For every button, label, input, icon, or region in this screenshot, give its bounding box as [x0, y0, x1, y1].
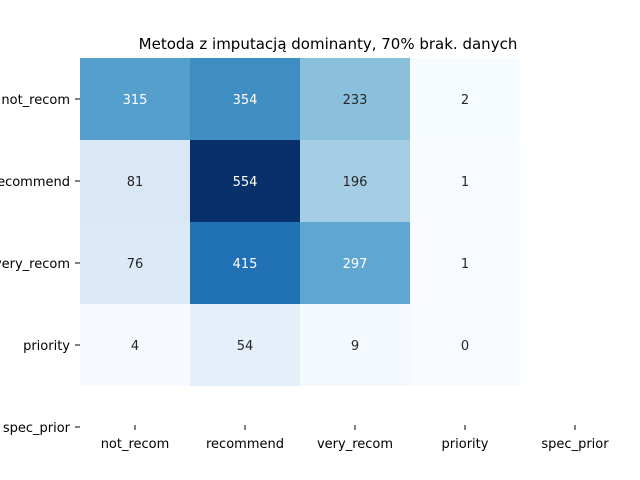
heatmap-cell-r2-c3 — [410, 222, 520, 304]
heatmap-cell-r0-c0 — [80, 58, 190, 140]
cell-value-label: 76 — [127, 257, 144, 272]
x-tick-label: spec_prior — [541, 437, 609, 452]
cell-value-label: 354 — [233, 93, 258, 108]
heatmap-cell-r1-c3 — [410, 140, 520, 222]
cell-value-label: 2 — [461, 93, 469, 108]
x-tick-label: not_recom — [101, 437, 170, 452]
cell-value-label: 1 — [461, 175, 469, 190]
x-axis: not_recom recommend very_recom priority spec… — [101, 425, 609, 452]
heatmap-cell-r3-c1 — [190, 304, 300, 386]
heatmap-cell-r1-c1 — [190, 140, 300, 222]
y-tick-label: not_recom — [1, 93, 70, 108]
cell-value-label: 415 — [233, 257, 258, 272]
heatmap-cell-r2-c0 — [80, 222, 190, 304]
heatmap-cell-r0-c2 — [300, 58, 410, 140]
heatmap-cell-r3-c0 — [80, 304, 190, 386]
cell-value-label: 1 — [461, 257, 469, 272]
y-tick-label: very_recom — [0, 257, 70, 272]
cell-value-label: 315 — [123, 93, 148, 108]
cell-value-label: 554 — [233, 175, 258, 190]
y-tick-label: spec_prior — [3, 421, 71, 436]
heatmap-cell-r3-c2 — [300, 304, 410, 386]
y-axis: not_recom recommend very_recom priority spec… — [0, 93, 80, 436]
cell-value-label: 54 — [237, 339, 254, 354]
heatmap-cells: 315 354 233 2 81 554 196 1 76 415 297 1 4 54 9 0 — [80, 58, 520, 386]
cell-value-label: 0 — [461, 339, 469, 354]
cell-value-label: 297 — [343, 257, 368, 272]
y-tick-label: priority — [23, 339, 70, 354]
cell-value-label: 233 — [343, 93, 368, 108]
heatmap-cell-r1-c2 — [300, 140, 410, 222]
chart-title: Metoda z imputacją dominanty, 70% brak. … — [139, 35, 518, 53]
heatmap-cell-r0-c1 — [190, 58, 300, 140]
cell-value-label: 9 — [351, 339, 359, 354]
cell-value-label: 4 — [131, 339, 139, 354]
y-tick-label: recommend — [0, 175, 70, 190]
heatmap-cell-r0-c3 — [410, 58, 520, 140]
heatmap-cell-r1-c0 — [80, 140, 190, 222]
x-tick-label: recommend — [206, 437, 284, 452]
heatmap-cell-r3-c3 — [410, 304, 520, 386]
cell-value-label: 196 — [343, 175, 368, 190]
heatmap-cell-r2-c2 — [300, 222, 410, 304]
heatmap-cell-r2-c1 — [190, 222, 300, 304]
x-tick-label: very_recom — [317, 437, 393, 452]
cell-value-label: 81 — [127, 175, 144, 190]
x-tick-label: priority — [442, 437, 489, 452]
